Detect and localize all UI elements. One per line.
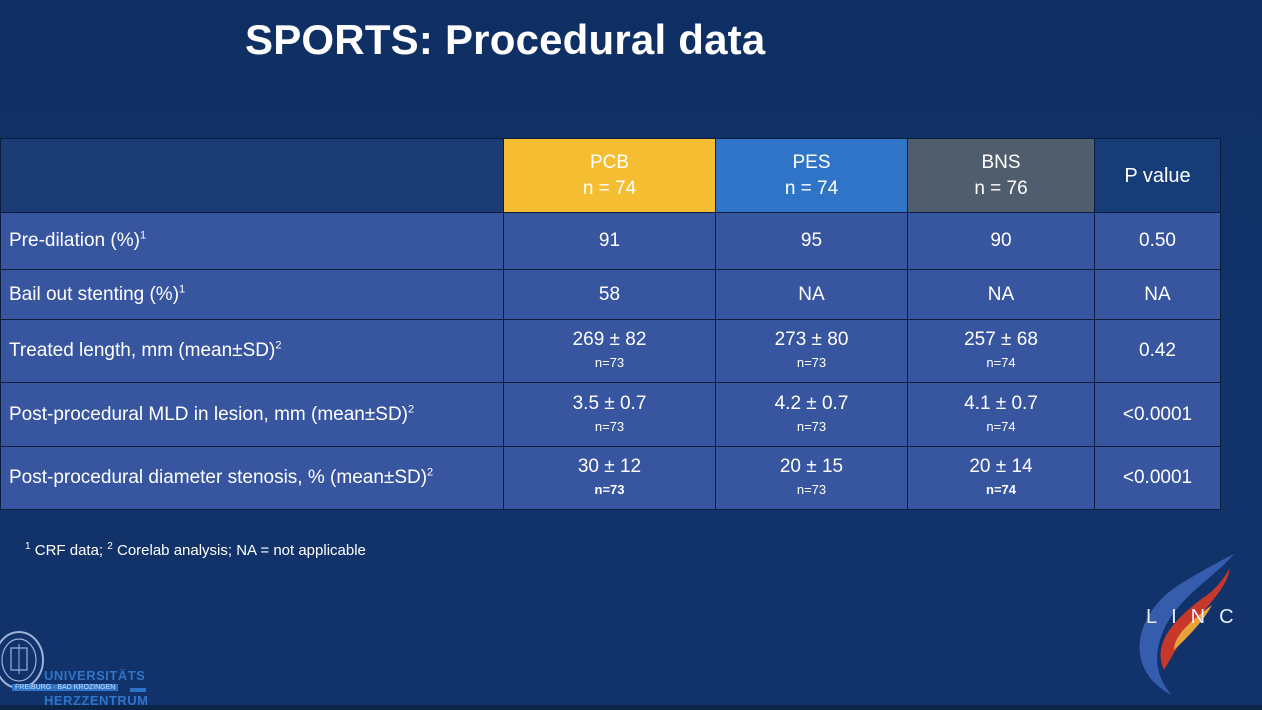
pcb-value: 30 ± 12 n=73 [503,446,716,510]
bns-value: 90 [907,212,1095,270]
p-value: 0.50 [1094,212,1221,270]
p-value: <0.0001 [1094,382,1221,447]
slide-title: SPORTS: Procedural data [245,16,766,63]
bns-n: n=74 [986,482,1016,497]
university-name-line2: FREIBURG · BAD KROZINGEN [12,684,119,691]
table-row: Bail out stenting (%)1 58 NA NA NA [0,269,1221,320]
row-label: Post-procedural diameter stenosis, % (me… [0,446,504,510]
bns-value: 4.1 ± 0.7 n=74 [907,382,1095,447]
header-pes-n: n = 74 [784,177,839,199]
pes-n: n=73 [796,482,827,497]
pes-value: 4.2 ± 0.7 n=73 [715,382,908,447]
pes-value: 273 ± 80 n=73 [715,319,908,383]
pes-n: n=73 [796,355,827,370]
linc-logo-text: LINC [1146,606,1248,628]
pes-value: 20 ± 15 n=73 [715,446,908,510]
pes-value: NA [715,269,908,320]
table-row: Treated length, mm (mean±SD)2 269 ± 82 n… [0,319,1221,383]
header-empty-cell [0,138,504,213]
header-pcb-name: PCB [589,151,630,173]
pcb-value: 269 ± 82 n=73 [503,319,716,383]
university-seal-icon [0,631,44,689]
bottom-strip [0,705,1262,710]
table-row: Post-procedural diameter stenosis, % (me… [0,446,1221,510]
pcb-value: 3.5 ± 0.7 n=73 [503,382,716,447]
row-label: Treated length, mm (mean±SD)2 [0,319,504,383]
bns-value: NA [907,269,1095,320]
header-bns: BNS n = 76 [907,138,1095,213]
pcb-n: n=73 [594,418,625,434]
pcb-n: n=73 [594,355,625,370]
header-pcb: PCB n = 74 [503,138,716,213]
p-value: 0.42 [1094,319,1221,383]
table-row: Post-procedural MLD in lesion, mm (mean±… [0,382,1221,447]
university-bar [130,688,146,692]
header-pcb-n: n = 74 [582,177,637,199]
row-label: Pre-dilation (%)1 [0,212,504,270]
pes-n: n=73 [796,418,827,434]
linc-logo-icon [1139,554,1234,695]
header-pes: PES n = 74 [715,138,908,213]
header-bns-n: n = 76 [974,177,1028,199]
header-bns-name: BNS [981,151,1021,173]
pcb-value: 91 [503,212,716,270]
procedural-data-table: PCB n = 74 PES n = 74 BNS n = 76 P value… [0,138,1221,510]
university-name-line1: UNIVERSITÄTS [44,668,146,683]
pes-value: 95 [715,212,908,270]
university-name-line3: HERZZENTRUM [44,693,149,708]
row-label: Post-procedural MLD in lesion, mm (mean±… [0,382,504,447]
header-p-value: P value [1094,138,1221,213]
p-value: <0.0001 [1094,446,1221,510]
row-label: Bail out stenting (%)1 [0,269,504,320]
table-row: Pre-dilation (%)1 91 95 90 0.50 [0,212,1221,270]
pcb-value: 58 [503,269,716,320]
footnote: 1 CRF data; 2 Corelab analysis; NA = not… [25,541,366,559]
bns-value: 257 ± 68 n=74 [907,319,1095,383]
header-pes-name: PES [792,151,831,173]
bns-n: n=74 [986,355,1016,370]
table-header-row: PCB n = 74 PES n = 74 BNS n = 76 P value [0,138,1221,213]
bns-n: n=74 [986,418,1016,434]
p-value: NA [1094,269,1221,320]
bns-value: 20 ± 14 n=74 [907,446,1095,510]
pcb-n: n=73 [594,482,625,497]
